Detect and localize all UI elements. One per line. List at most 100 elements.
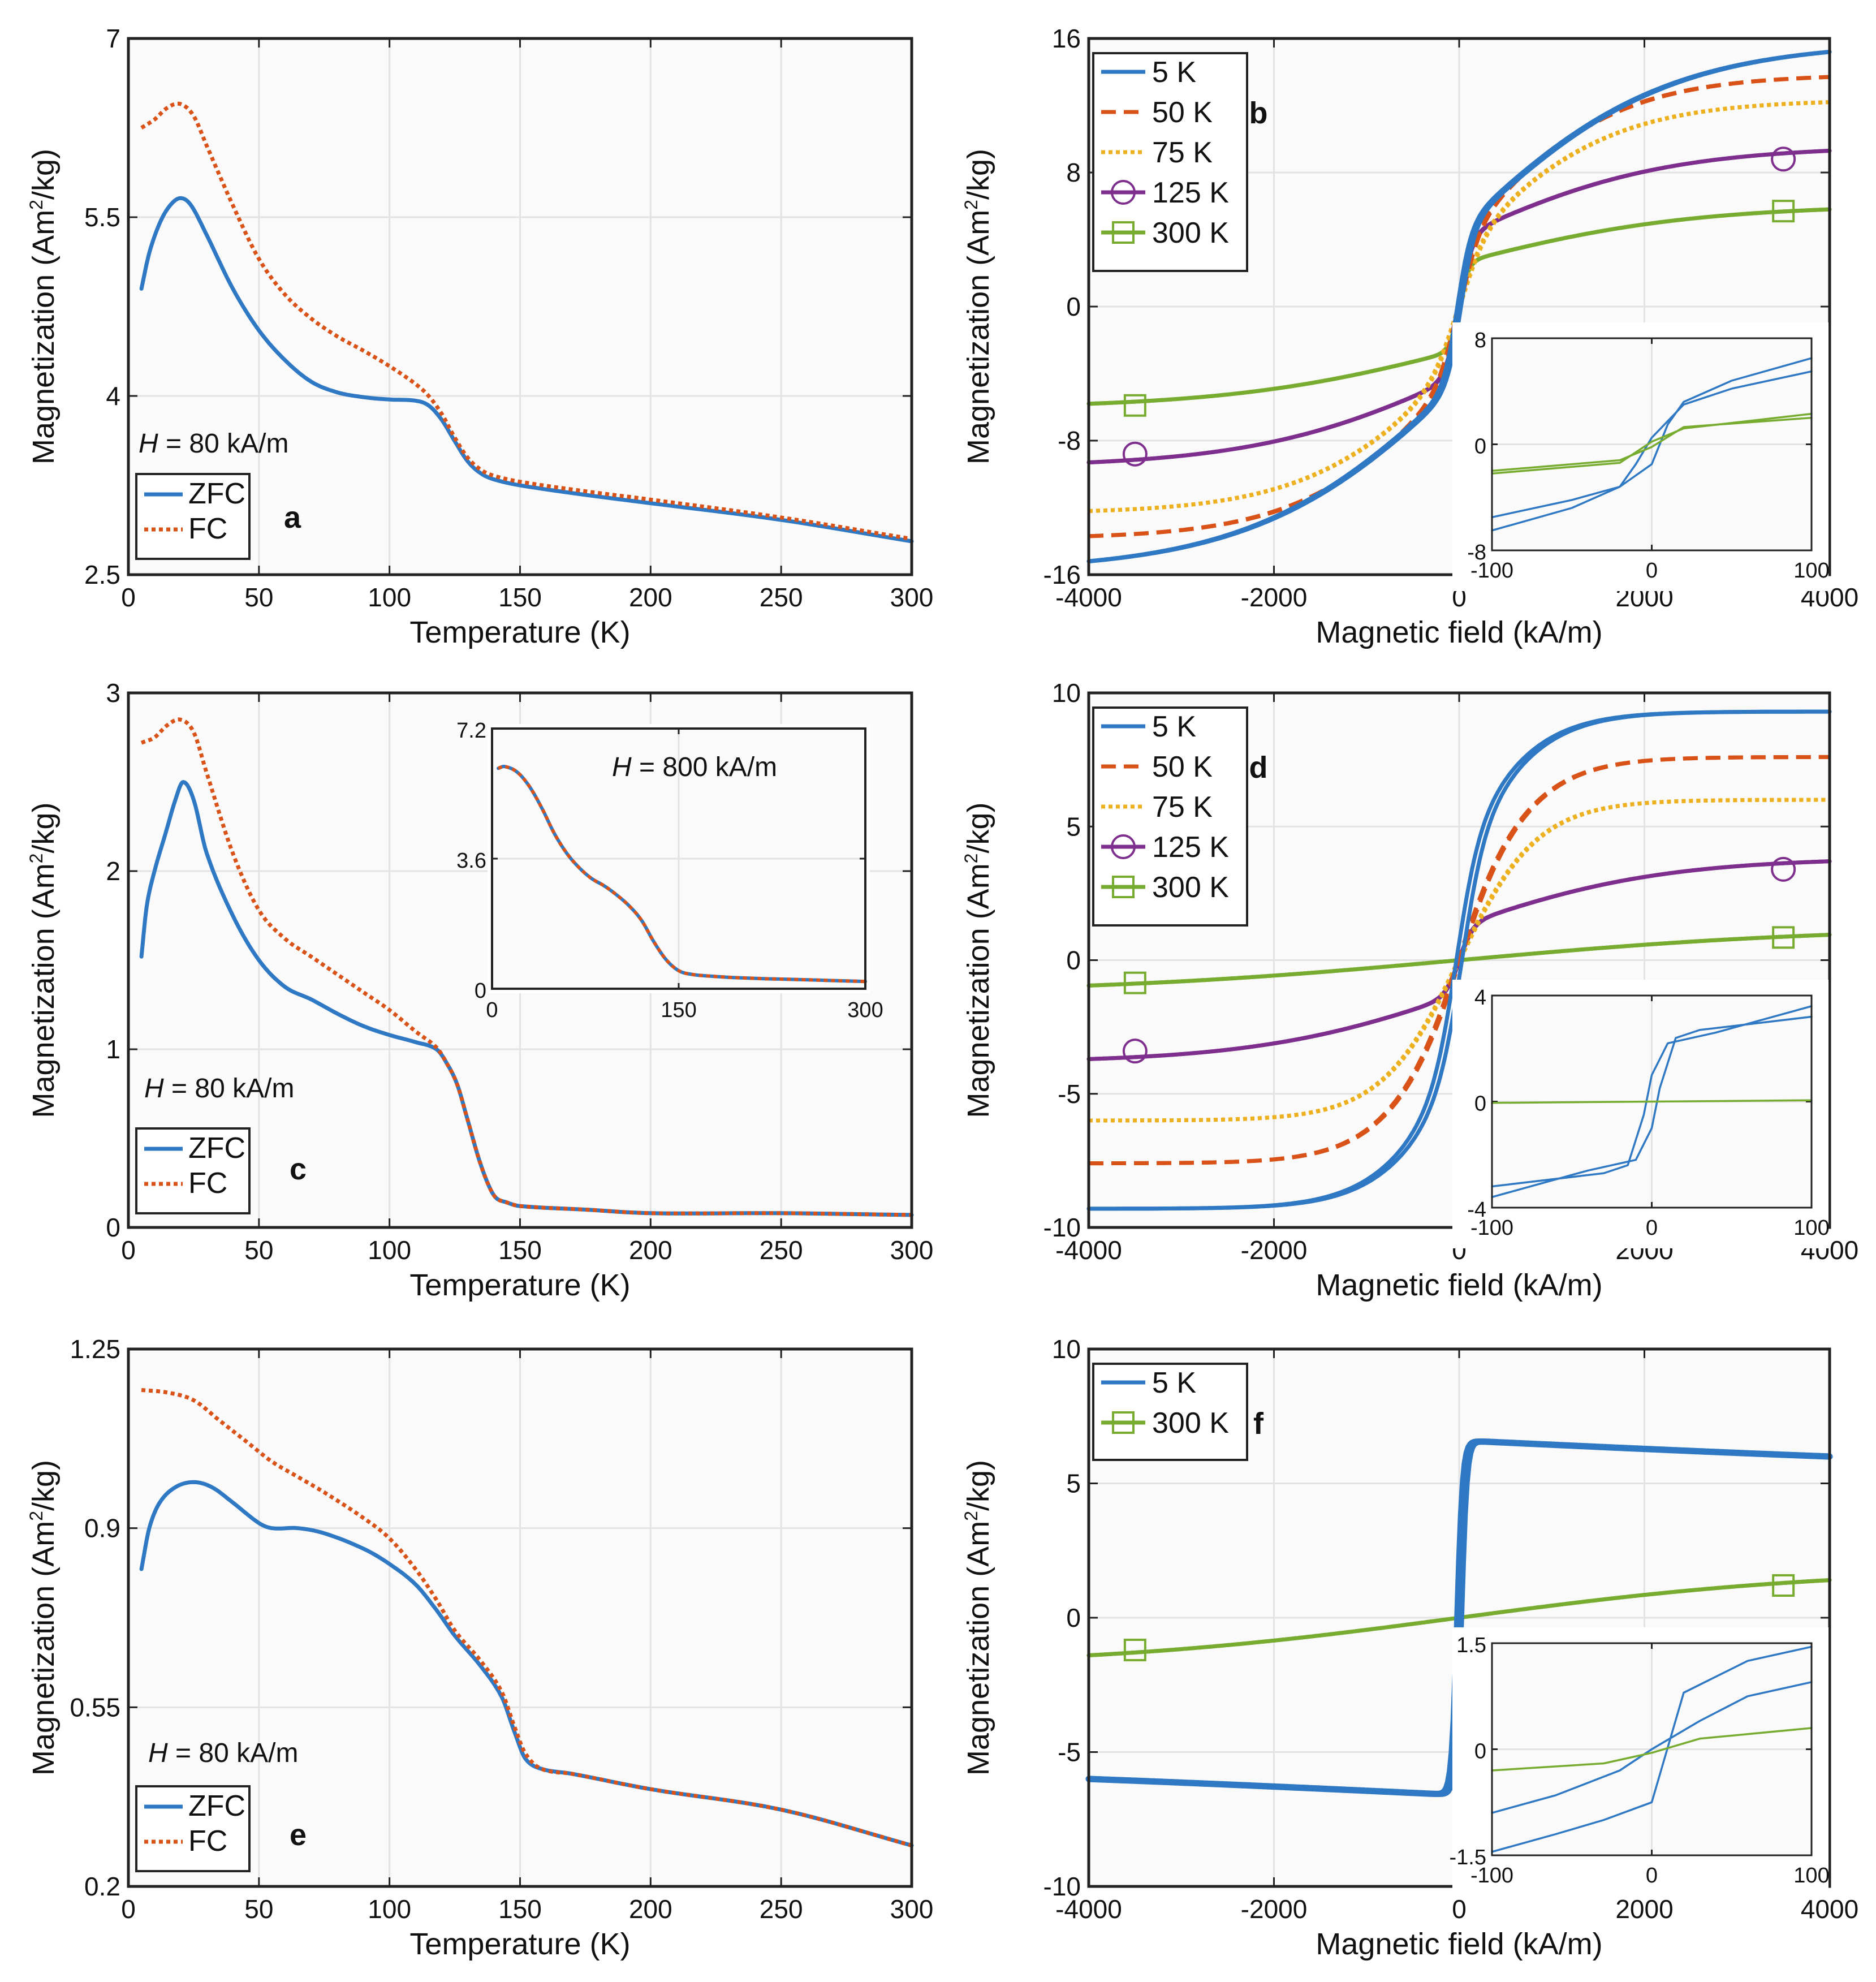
panel-e: 0 50 100 150 200 250 300 0.2 0.55 0.9 1.25 Temperat… [26, 1334, 933, 1961]
series-fc [140, 717, 912, 1217]
x-tick-label: 0 [1646, 1864, 1658, 1888]
y-tick-label: 8 [1066, 158, 1081, 187]
x-tick-label: 300 [847, 998, 883, 1022]
y-axis-label: Magnetization (Am2/kg) [26, 149, 61, 464]
y-tick-label: 8 [1474, 329, 1486, 352]
x-tick-label: 200 [629, 1235, 672, 1265]
inset: -100 0 100 -1.5 0 1.5 [1450, 1627, 1830, 1896]
x-tick-label: 0 [486, 998, 498, 1022]
legend-label: 5 K [1152, 56, 1196, 89]
x-tick-label: -100 [1470, 1864, 1513, 1888]
y-tick-label: 3 [106, 678, 120, 708]
legend-label: 75 K [1152, 136, 1213, 169]
axes-frame [127, 37, 913, 576]
circle-marker [1771, 856, 1796, 882]
circle-marker [1122, 441, 1148, 467]
panel-letter: a [284, 501, 301, 535]
x-tick-label: 0 [1452, 1894, 1467, 1924]
x-tick-label: 50 [244, 1894, 273, 1924]
square-marker [1772, 926, 1795, 949]
inset-series-5-k-up [1491, 1645, 1813, 1853]
x-tick-label: 100 [1793, 1864, 1829, 1888]
inset-series-300-k [1491, 1727, 1813, 1772]
y-tick-label: -10 [1043, 1213, 1081, 1242]
field-annotation: H = 800 kA/m [612, 752, 777, 782]
x-tick-label: -4000 [1055, 583, 1122, 612]
x-tick-label: 250 [760, 583, 803, 612]
x-tick-label: -2000 [1241, 583, 1308, 612]
y-tick-label: -8 [1058, 426, 1081, 455]
inset-series-fc [497, 765, 866, 984]
x-tick-label: 100 [368, 1894, 411, 1924]
x-tick-label: 50 [244, 583, 273, 612]
legend-label: 300 K [1152, 217, 1229, 249]
inset: 0 150 300 0 3.6 7.2 H = 800 kA/m [456, 719, 883, 1022]
inset: -100 0 100 -8 0 8 [1452, 322, 1830, 591]
x-axis-label: Temperature (K) [409, 1927, 630, 1961]
y-tick-label: 10 [1052, 678, 1081, 708]
series-zfc [139, 1480, 914, 1848]
y-tick-label: -1.5 [1450, 1846, 1486, 1869]
panel-a: 0 50 100 150 200 250 300 2.5 4 5.5 7 Temperature (K… [26, 24, 933, 649]
y-tick-label: 5 [1066, 812, 1081, 841]
series-fc [141, 1388, 912, 1847]
y-tick-label: 0 [1066, 292, 1081, 321]
y-tick-label: -8 [1467, 541, 1486, 565]
series-5k [1085, 1438, 1833, 1797]
x-tick-label: 0 [1646, 559, 1658, 583]
x-tick-label: -2000 [1241, 1894, 1308, 1924]
panel-letter: e [290, 1818, 307, 1852]
y-tick-label: 5 [1066, 1469, 1081, 1498]
circle-marker [1111, 180, 1136, 205]
square-marker [1112, 1411, 1135, 1434]
circle-marker [1122, 1039, 1148, 1064]
field-annotation: H = 80 kA/m [139, 429, 288, 459]
panel-letter: f [1253, 1407, 1264, 1441]
inset-series-300-k-down [1491, 412, 1813, 475]
legend-label: 50 K [1152, 751, 1213, 783]
y-tick-label: -5 [1058, 1079, 1081, 1109]
y-tick-label: 0 [1474, 1740, 1486, 1764]
inset-series-5-k-down [1491, 1681, 1813, 1814]
axes-frame [1491, 337, 1813, 551]
series-fc [140, 101, 912, 541]
x-tick-label: 150 [498, 1235, 542, 1265]
series-75k [1088, 798, 1830, 1123]
x-axis-label: Magnetic field (kA/m) [1316, 1268, 1602, 1302]
y-tick-label: 7.2 [456, 719, 486, 743]
x-tick-label: 4000 [1801, 1894, 1858, 1924]
square-marker [1112, 221, 1135, 244]
y-tick-label: -16 [1043, 560, 1081, 589]
x-tick-label: 100 [1793, 1216, 1829, 1240]
axes-frame [127, 1347, 913, 1888]
legend-label: 125 K [1152, 831, 1229, 864]
y-tick-label: 0 [1066, 1603, 1081, 1632]
axes-frame [127, 691, 913, 1229]
x-tick-label: 0 [1646, 1216, 1658, 1240]
inset-series-5-k-up [1491, 1015, 1813, 1199]
y-tick-label: 10 [1052, 1334, 1081, 1364]
circle-marker [1111, 834, 1136, 859]
x-axis-label: Magnetic field (kA/m) [1316, 615, 1602, 649]
x-tick-label: -100 [1470, 559, 1513, 583]
y-tick-label: 4 [1474, 986, 1486, 1010]
y-axis-label: Magnetization (Am2/kg) [961, 802, 995, 1118]
legend-box [135, 473, 251, 560]
axes-frame [1491, 1642, 1813, 1856]
square-marker [1123, 1639, 1146, 1661]
circle-marker [1771, 147, 1796, 172]
x-tick-label: -4000 [1055, 1235, 1122, 1265]
x-tick-label: 300 [890, 583, 934, 612]
legend-label: FC [188, 1167, 227, 1200]
x-tick-label: 150 [498, 583, 542, 612]
y-axis-label: Magnetization (Am2/kg) [26, 1460, 61, 1776]
x-tick-label: 100 [1793, 559, 1829, 583]
y-tick-label: 5.5 [84, 202, 120, 232]
x-axis-label: Magnetic field (kA/m) [1316, 1927, 1602, 1961]
y-axis-label: Magnetization (Am2/kg) [961, 149, 995, 464]
panel-letter: c [290, 1152, 307, 1186]
x-tick-label: -2000 [1241, 1235, 1308, 1265]
